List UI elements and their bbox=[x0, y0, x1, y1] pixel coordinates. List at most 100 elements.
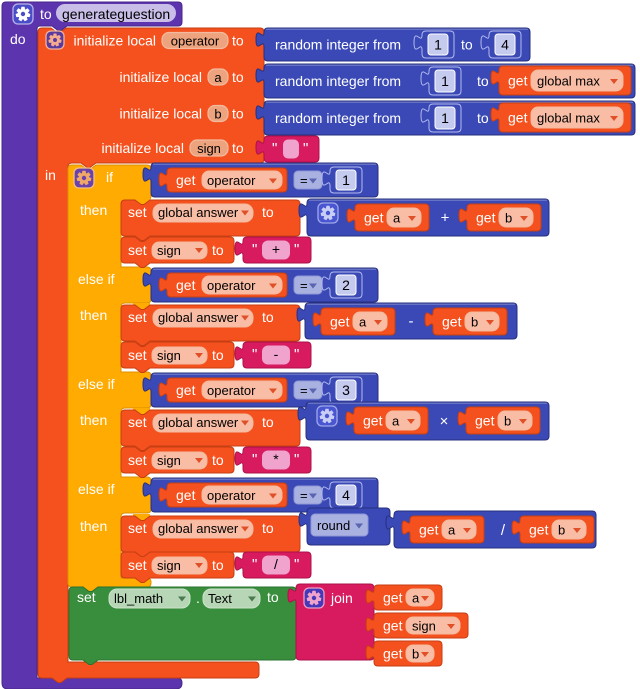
svg-text:1: 1 bbox=[441, 110, 449, 126]
svg-text:to: to bbox=[267, 589, 279, 605]
svg-text:get: get bbox=[529, 522, 549, 538]
svg-text:to: to bbox=[262, 520, 274, 536]
svg-text:initialize local: initialize local bbox=[120, 69, 202, 85]
svg-text:": " bbox=[252, 346, 257, 363]
svg-text:": " bbox=[272, 140, 277, 157]
svg-text:.: . bbox=[196, 590, 200, 606]
svg-text:to: to bbox=[232, 33, 244, 49]
svg-text:b: b bbox=[505, 211, 512, 226]
svg-text:to: to bbox=[212, 242, 224, 258]
svg-text:get: get bbox=[508, 73, 528, 89]
svg-text:do: do bbox=[10, 31, 26, 47]
svg-text:": " bbox=[303, 140, 308, 157]
svg-text:to: to bbox=[477, 110, 489, 126]
svg-text:*: * bbox=[273, 451, 279, 467]
svg-text:initialize local: initialize local bbox=[102, 140, 184, 156]
svg-text:random integer from: random integer from bbox=[275, 110, 401, 126]
svg-text:4: 4 bbox=[501, 37, 509, 53]
svg-text:3: 3 bbox=[342, 382, 350, 398]
svg-text:get: get bbox=[363, 413, 383, 429]
svg-text:/: / bbox=[501, 522, 506, 539]
svg-text:to: to bbox=[40, 6, 52, 22]
svg-text:b: b bbox=[471, 315, 478, 330]
svg-text:then: then bbox=[80, 202, 107, 218]
svg-text:get: get bbox=[383, 618, 403, 634]
svg-text:=: = bbox=[300, 383, 308, 398]
svg-text:get: get bbox=[364, 210, 384, 226]
svg-text:sign: sign bbox=[412, 619, 436, 634]
svg-text:a: a bbox=[359, 315, 367, 330]
svg-text:to: to bbox=[232, 106, 244, 122]
svg-text:get: get bbox=[383, 646, 403, 662]
svg-text:get: get bbox=[475, 413, 495, 429]
svg-text:=: = bbox=[300, 173, 308, 188]
svg-text:get: get bbox=[442, 314, 462, 330]
svg-text:": " bbox=[294, 346, 299, 363]
svg-text:/: / bbox=[274, 556, 278, 572]
svg-text:get: get bbox=[176, 487, 196, 503]
svg-text:+: + bbox=[441, 210, 450, 227]
svg-text:operator: operator bbox=[207, 488, 256, 503]
svg-text:global max: global max bbox=[537, 74, 600, 89]
svg-text:set: set bbox=[77, 589, 96, 605]
svg-text:1: 1 bbox=[342, 172, 350, 188]
svg-text:else if: else if bbox=[78, 481, 115, 497]
svg-text:sign: sign bbox=[157, 348, 181, 363]
svg-text:": " bbox=[294, 451, 299, 468]
svg-text:generateguestion: generateguestion bbox=[62, 6, 170, 22]
svg-text:sign: sign bbox=[157, 243, 181, 258]
svg-text:set: set bbox=[128, 520, 147, 536]
svg-text:-: - bbox=[409, 313, 414, 330]
svg-text:×: × bbox=[440, 413, 449, 430]
svg-text:operator: operator bbox=[207, 383, 256, 398]
svg-text:a: a bbox=[214, 70, 222, 85]
svg-text:get: get bbox=[176, 172, 196, 188]
svg-text:else if: else if bbox=[78, 271, 115, 287]
svg-text:in: in bbox=[45, 167, 56, 183]
svg-text:=: = bbox=[300, 488, 308, 503]
svg-text:b: b bbox=[214, 107, 221, 122]
svg-text:global answer: global answer bbox=[158, 415, 239, 430]
svg-text:random integer from: random integer from bbox=[275, 73, 401, 89]
svg-text:lbl_math: lbl_math bbox=[114, 591, 163, 606]
svg-text:set: set bbox=[128, 347, 147, 363]
svg-text:to: to bbox=[262, 309, 274, 325]
svg-text:join: join bbox=[330, 590, 353, 606]
svg-text:a: a bbox=[412, 591, 420, 606]
svg-text:to: to bbox=[477, 73, 489, 89]
svg-text:get: get bbox=[330, 314, 350, 330]
svg-text:to: to bbox=[461, 37, 473, 53]
svg-text:set: set bbox=[128, 309, 147, 325]
svg-text:to: to bbox=[212, 452, 224, 468]
svg-text:to: to bbox=[232, 69, 244, 85]
svg-text:set: set bbox=[128, 414, 147, 430]
svg-text:then: then bbox=[80, 412, 107, 428]
svg-text:else if: else if bbox=[78, 376, 115, 392]
svg-text:+: + bbox=[272, 241, 280, 257]
svg-text:initialize local: initialize local bbox=[120, 106, 202, 122]
svg-text:set: set bbox=[128, 242, 147, 258]
svg-text:initialize local: initialize local bbox=[74, 33, 156, 49]
svg-text:1: 1 bbox=[441, 73, 449, 89]
svg-text:": " bbox=[252, 556, 257, 573]
svg-text:a: a bbox=[392, 414, 400, 429]
svg-text:set: set bbox=[128, 557, 147, 573]
svg-text:global answer: global answer bbox=[158, 521, 239, 536]
svg-text:b: b bbox=[412, 647, 419, 662]
svg-text:set: set bbox=[128, 452, 147, 468]
svg-text:": " bbox=[252, 451, 257, 468]
svg-text:": " bbox=[252, 241, 257, 258]
svg-text:2: 2 bbox=[342, 277, 350, 293]
svg-text:": " bbox=[294, 556, 299, 573]
svg-text:global answer: global answer bbox=[158, 205, 239, 220]
svg-text:then: then bbox=[80, 307, 107, 323]
svg-text:get: get bbox=[476, 210, 496, 226]
svg-text:get: get bbox=[419, 522, 439, 538]
svg-text:to: to bbox=[262, 204, 274, 220]
svg-text:-: - bbox=[274, 346, 279, 362]
svg-text:1: 1 bbox=[434, 37, 442, 53]
svg-text:=: = bbox=[300, 278, 308, 293]
svg-text:operator: operator bbox=[207, 278, 256, 293]
svg-text:b: b bbox=[558, 523, 565, 538]
svg-text:global answer: global answer bbox=[158, 310, 239, 325]
